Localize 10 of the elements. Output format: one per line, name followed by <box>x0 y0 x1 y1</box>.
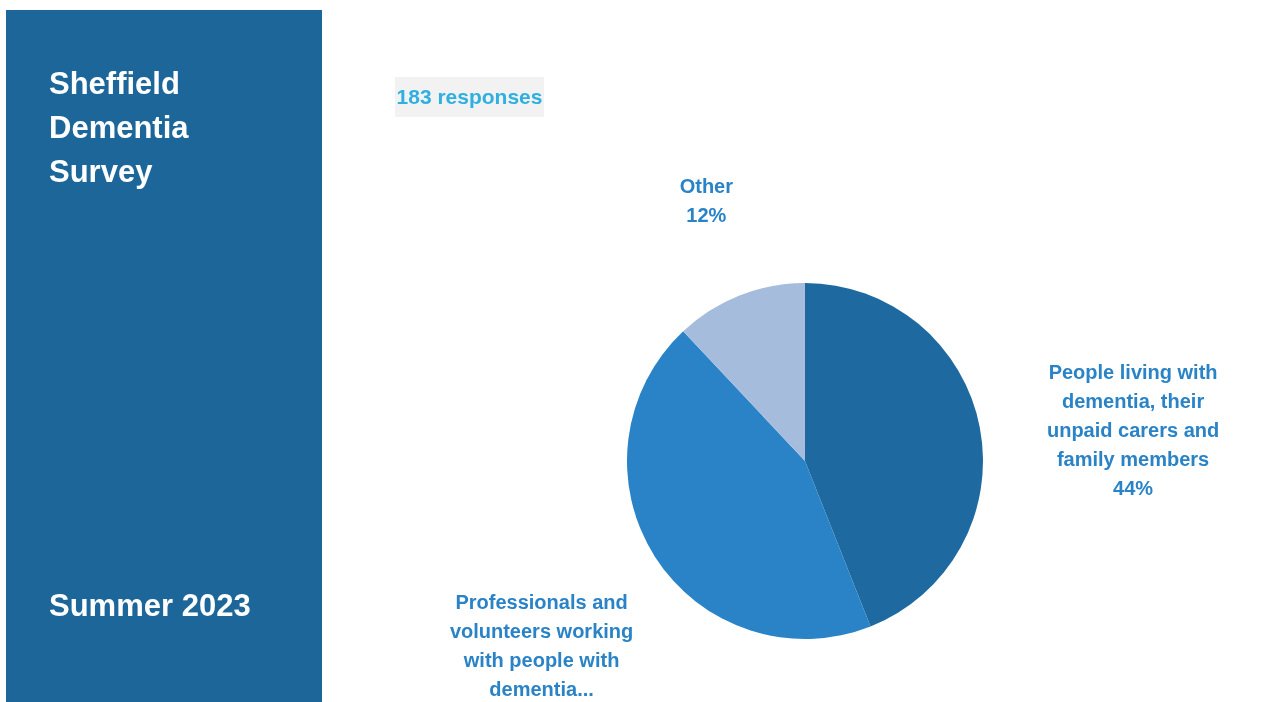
slice-label: Other <box>679 174 734 197</box>
text: Summer 2023 <box>49 588 251 624</box>
text: Sheffield Dementia Survey <box>49 65 190 191</box>
data-label: 12% <box>686 203 727 226</box>
text: 183 responses <box>395 77 544 117</box>
slice-label: People living with dementia, their unpaid carers and family members <box>1046 361 1220 471</box>
pie-slice <box>805 283 983 627</box>
slice-label: Professionals and volunteers working with people with dementia... <box>449 591 634 701</box>
pie-slice <box>683 283 805 461</box>
data-label: 44% <box>1113 477 1154 500</box>
